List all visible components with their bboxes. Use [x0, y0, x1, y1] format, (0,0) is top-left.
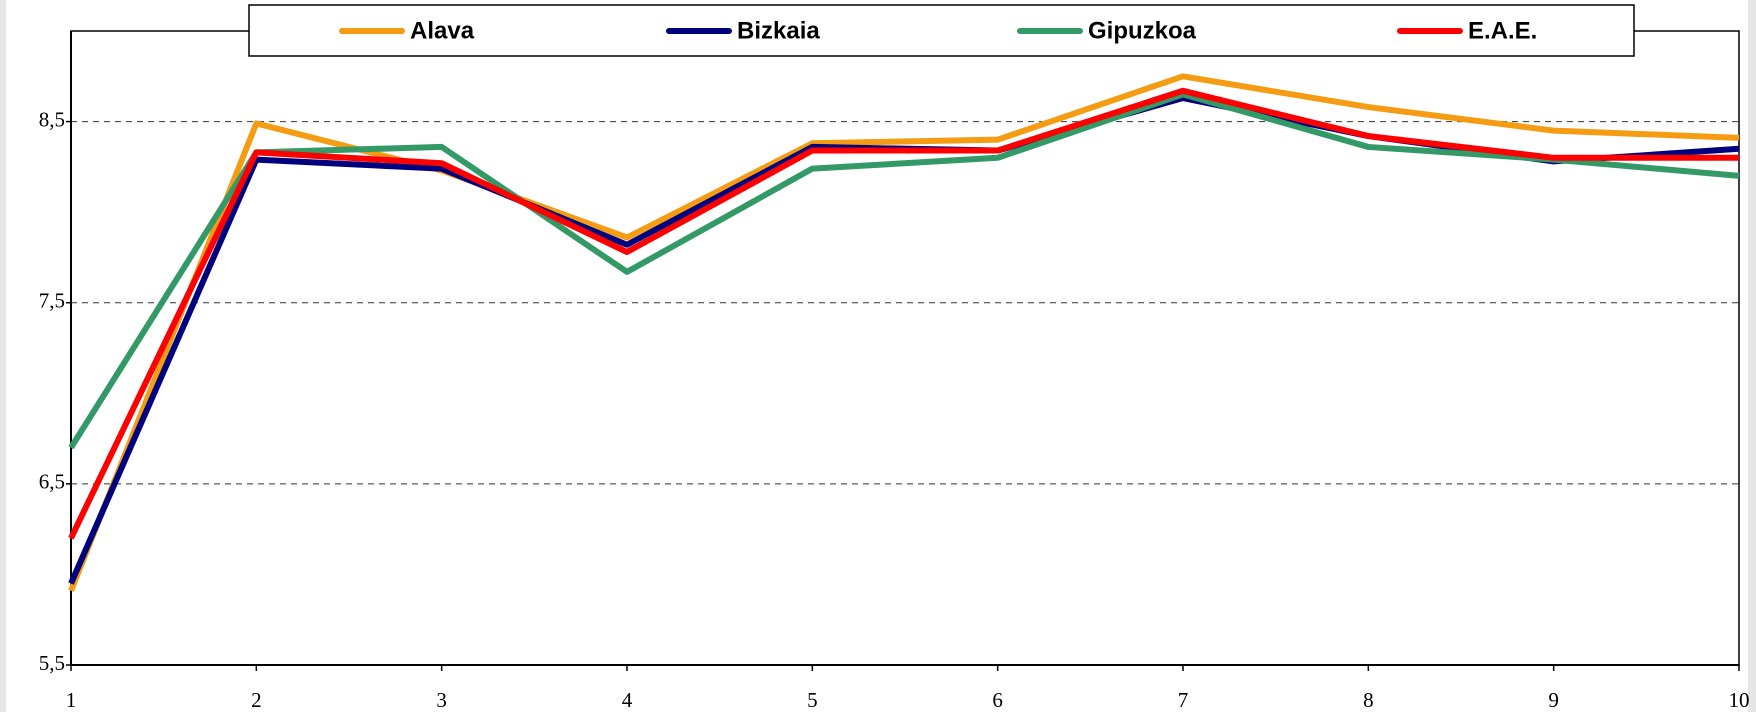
- x-tick-label: 2: [251, 688, 262, 712]
- legend-label: Gipuzkoa: [1088, 17, 1197, 44]
- y-tick-label: 7,5: [39, 289, 65, 313]
- left-edge: [0, 0, 6, 712]
- x-tick-label: 8: [1363, 688, 1374, 712]
- legend-label: E.A.E.: [1468, 17, 1537, 44]
- x-tick-label: 3: [436, 688, 447, 712]
- y-tick-label: 8,5: [39, 107, 65, 131]
- plot-area: [70, 30, 1740, 666]
- y-tick-label: 6,5: [39, 470, 65, 494]
- x-tick-label: 5: [807, 688, 818, 712]
- legend-label: Alava: [410, 17, 475, 44]
- y-tick-label: 5,5: [39, 651, 65, 675]
- x-tick-label: 10: [1729, 688, 1750, 712]
- x-tick-label: 4: [622, 688, 633, 712]
- x-tick-label: 6: [992, 688, 1003, 712]
- right-edge: [1748, 0, 1756, 712]
- legend-label: Bizkaia: [737, 17, 820, 44]
- series-line: [68, 91, 1740, 450]
- series-line: [68, 87, 1739, 540]
- x-tick-label: 1: [66, 688, 77, 712]
- x-tick-label: 9: [1548, 688, 1559, 712]
- x-tick-label: 7: [1178, 688, 1189, 712]
